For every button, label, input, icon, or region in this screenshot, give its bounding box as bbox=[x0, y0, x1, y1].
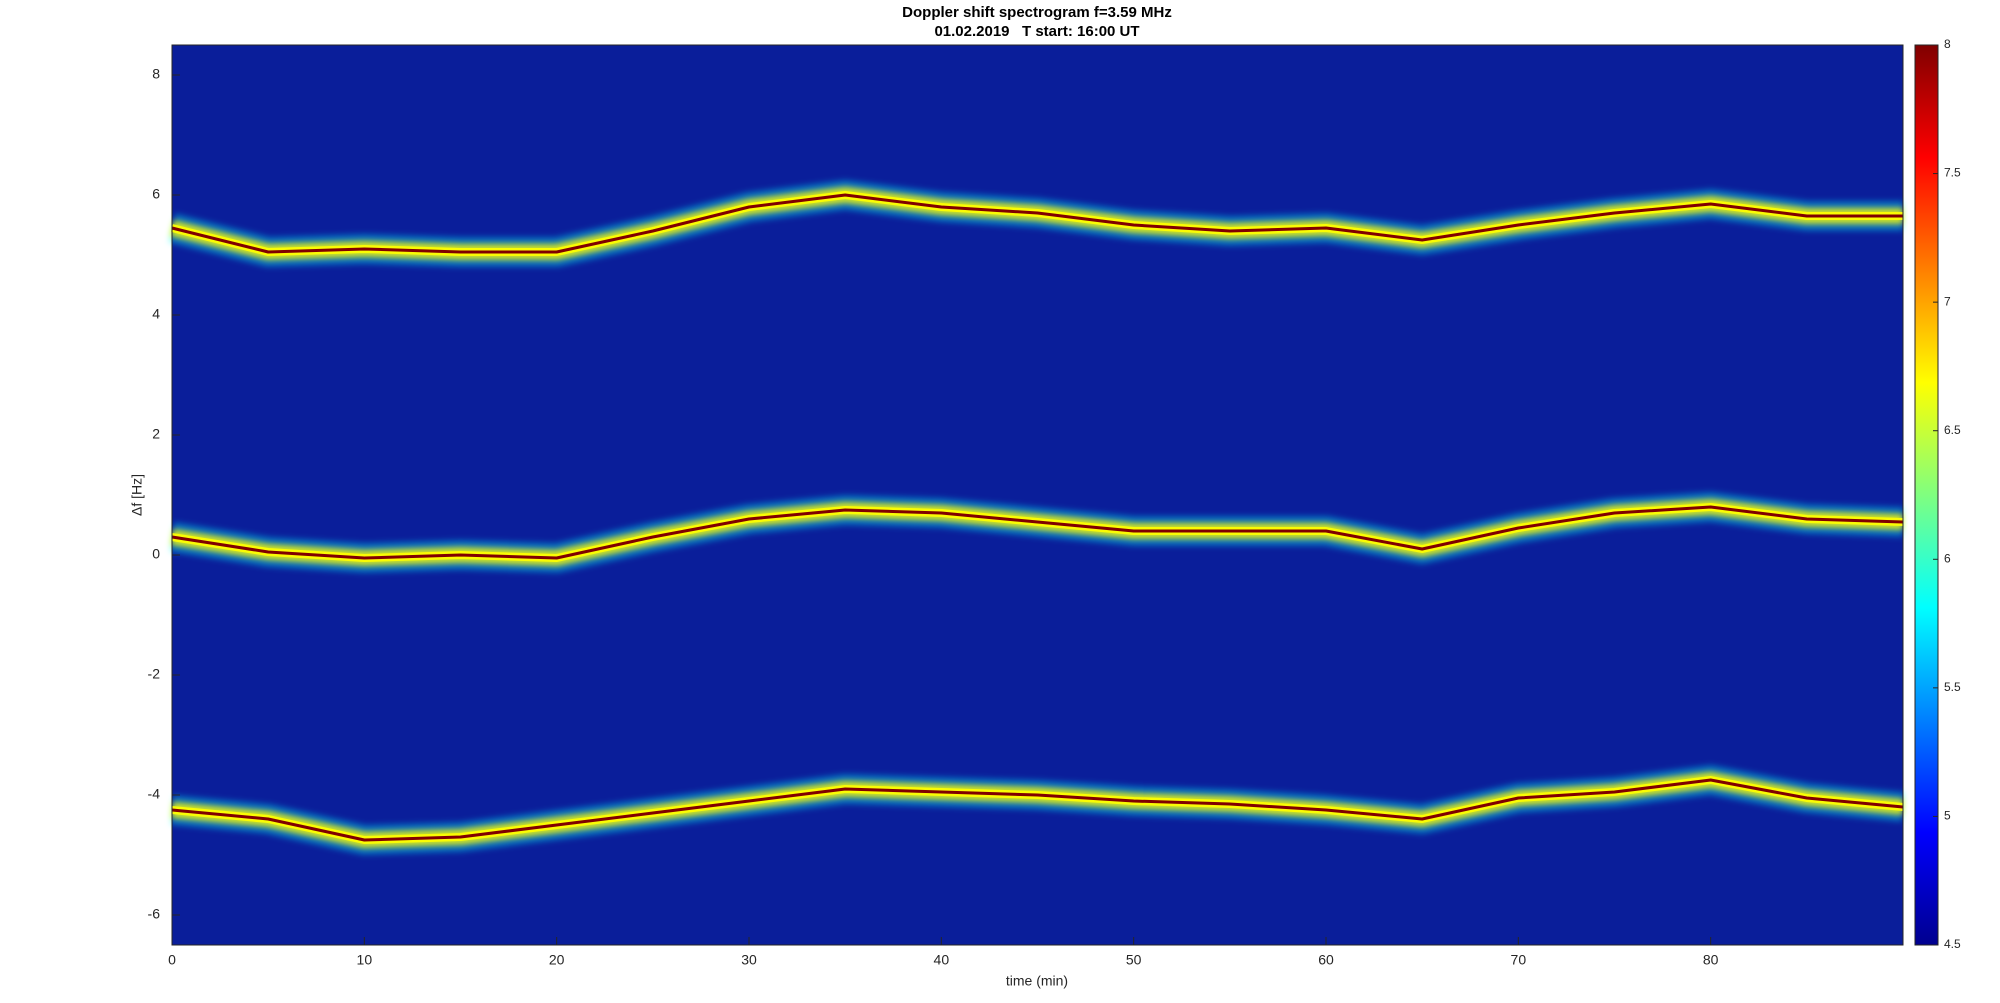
ridge-trace bbox=[171, 505, 1904, 560]
x-axis-label: time (min) bbox=[1006, 973, 1068, 989]
plot-frame bbox=[171, 44, 1904, 946]
ridge-trace bbox=[171, 778, 1904, 842]
y-tick-label: -2 bbox=[148, 666, 161, 682]
x-tick-label: 50 bbox=[1126, 952, 1142, 968]
y-tick-label: 0 bbox=[152, 546, 160, 562]
x-tick-label: 80 bbox=[1703, 952, 1719, 968]
colorbar-tick-label: 5.5 bbox=[1944, 680, 1961, 694]
colorbar-tick-label: 6 bbox=[1944, 551, 1951, 565]
x-tick-label: 30 bbox=[741, 952, 757, 968]
x-tick-label: 20 bbox=[549, 952, 565, 968]
colorbar bbox=[1914, 44, 1939, 946]
y-tick-label: 4 bbox=[152, 306, 160, 322]
ridge-trace bbox=[171, 193, 1903, 254]
y-tick-label: 8 bbox=[152, 66, 160, 82]
y-tick-label: 6 bbox=[152, 186, 160, 202]
x-tick-label: 0 bbox=[168, 952, 176, 968]
colorbar-tick-label: 4.5 bbox=[1944, 937, 1961, 951]
colorbar-tick-label: 6.5 bbox=[1944, 423, 1961, 437]
y-tick-label: -4 bbox=[148, 786, 161, 802]
colorbar-tick-label: 7.5 bbox=[1944, 166, 1961, 180]
colorbar-tick-label: 7 bbox=[1944, 294, 1951, 308]
x-tick-label: 60 bbox=[1318, 952, 1334, 968]
y-tick-label: -6 bbox=[148, 906, 161, 922]
y-axis-label: Δf [Hz] bbox=[129, 474, 145, 516]
chart-subtitle: 01.02.2019 T start: 16:00 UT bbox=[934, 23, 1139, 40]
colorbar-tick-label: 5 bbox=[1944, 809, 1951, 823]
x-tick-label: 10 bbox=[357, 952, 373, 968]
y-tick-label: 2 bbox=[152, 426, 160, 442]
x-tick-label: 40 bbox=[934, 952, 950, 968]
chart-title: Doppler shift spectrogram f=3.59 MHz bbox=[902, 4, 1172, 21]
x-tick-label: 70 bbox=[1511, 952, 1527, 968]
colorbar-tick-label: 8 bbox=[1944, 37, 1951, 51]
